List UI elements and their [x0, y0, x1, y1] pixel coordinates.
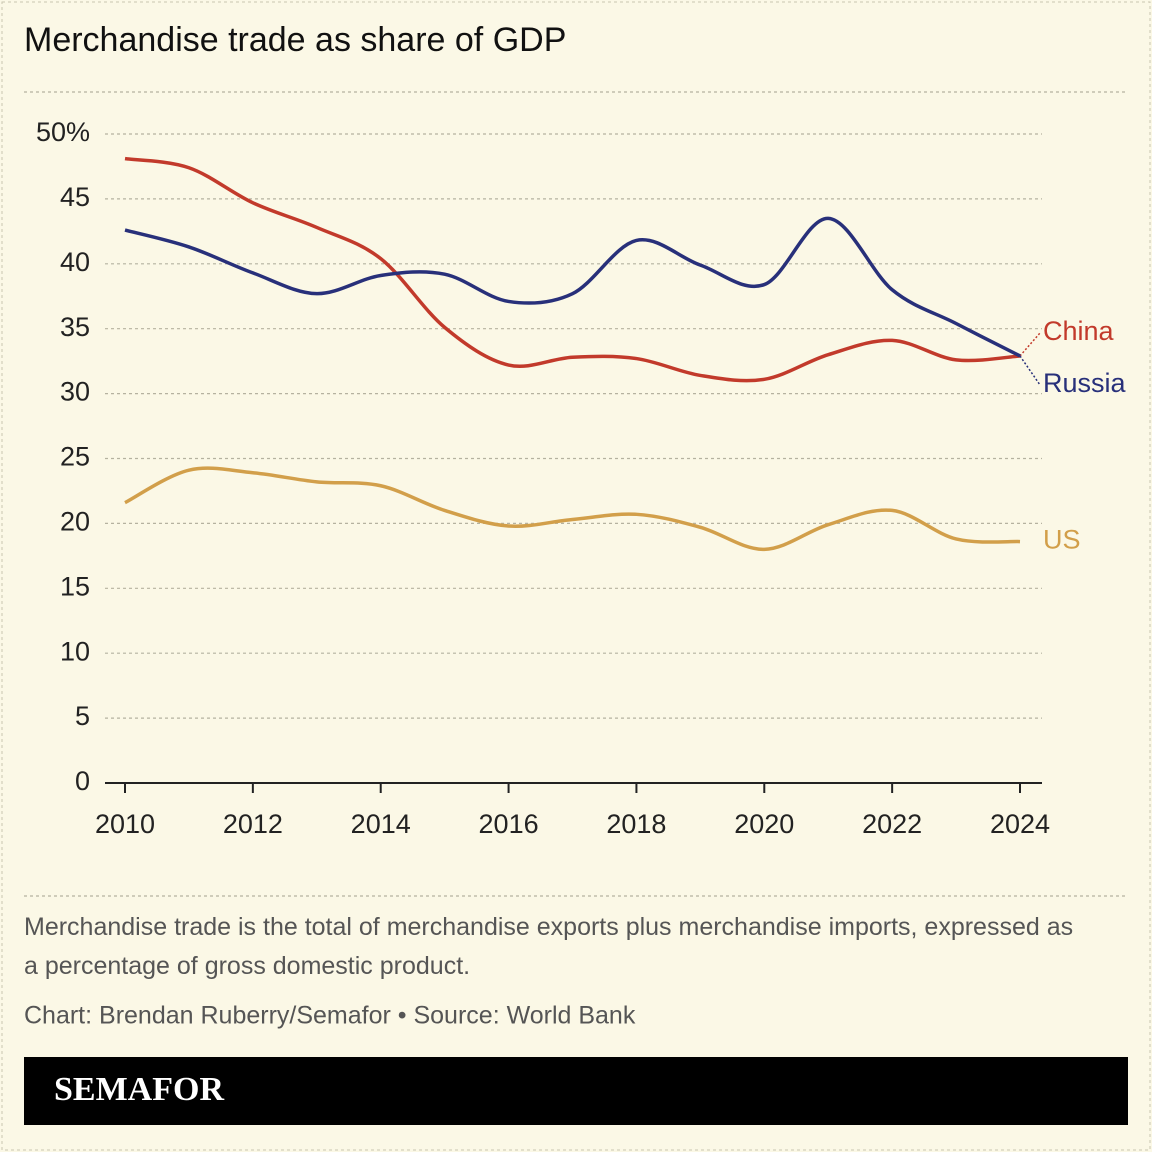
label-connector [1019, 332, 1041, 357]
x-tick-label: 2014 [351, 809, 411, 839]
brand-bar [24, 1057, 1128, 1125]
x-tick-label: 2024 [990, 809, 1050, 839]
x-tick-label: 2016 [479, 809, 539, 839]
y-tick-label: 5 [75, 701, 90, 731]
legend-label: US [1043, 525, 1081, 555]
line-series [124, 156, 1021, 383]
legend-label: China [1043, 316, 1115, 346]
source: Chart: Brendan Ruberry/Semafor • Source:… [24, 1002, 636, 1030]
y-tick-label: 20 [60, 507, 90, 537]
line-series [124, 466, 1021, 552]
x-tick-label: 2010 [95, 809, 155, 839]
y-tick-label: 15 [60, 571, 90, 601]
y-tick-label: 0 [75, 766, 90, 796]
x-tick-label: 2022 [862, 809, 922, 839]
y-tick-label: 35 [60, 312, 90, 342]
brand: SEMAFOR [54, 1071, 224, 1108]
note: Merchandise trade is the total of mercha… [24, 913, 1074, 980]
chart-title: Merchandise trade as share of GDP [24, 21, 566, 59]
x-tick-label: 2018 [606, 809, 666, 839]
line-series [124, 216, 1021, 358]
y-tick-label: 50% [36, 117, 90, 147]
x-tick-label: 2020 [734, 809, 794, 839]
legend-label: Russia [1043, 368, 1127, 398]
y-tick-label: 10 [60, 636, 90, 666]
y-tick-label: 25 [60, 442, 90, 472]
y-tick-label: 40 [60, 247, 90, 277]
x-tick-label: 2012 [223, 809, 283, 839]
y-tick-label: 45 [60, 182, 90, 212]
note-box: Merchandise trade is the total of mercha… [24, 913, 1074, 980]
y-tick-label: 30 [60, 377, 90, 407]
label-connector [1019, 355, 1041, 386]
